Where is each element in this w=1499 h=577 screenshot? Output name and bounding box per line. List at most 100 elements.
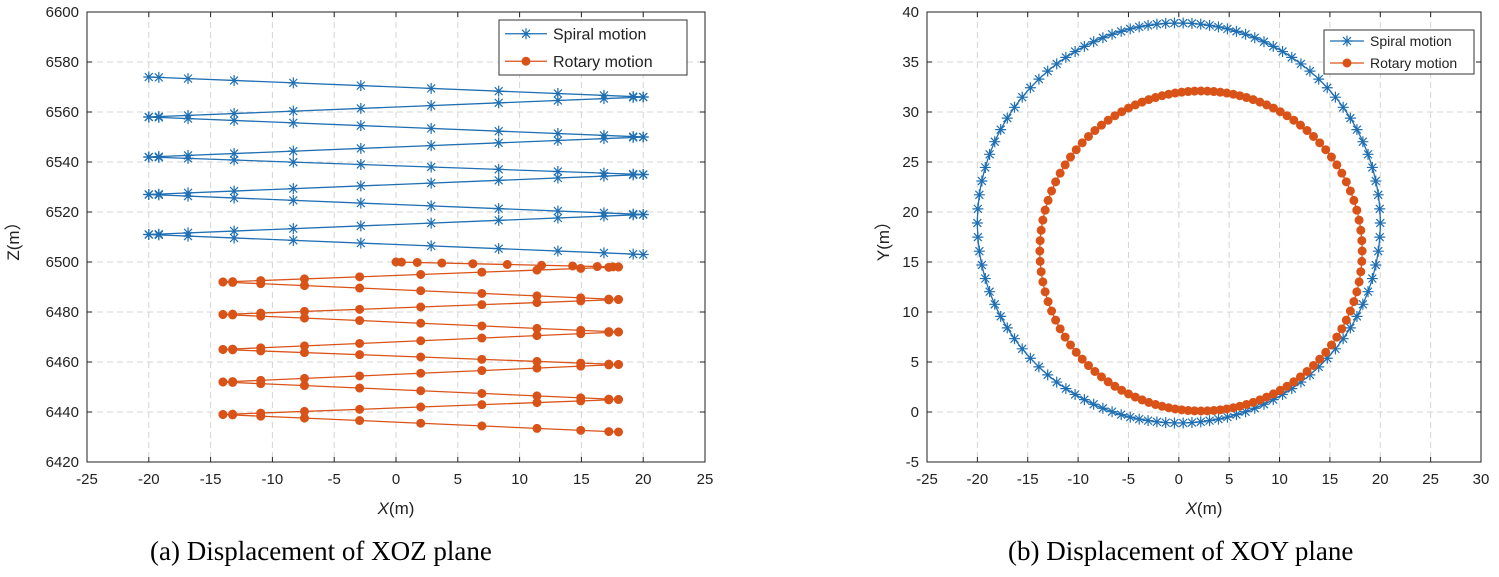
data-point: [1016, 91, 1028, 103]
data-point: [1088, 36, 1100, 48]
data-point: [627, 91, 639, 103]
data-point: [425, 82, 437, 94]
data-point: [1267, 40, 1279, 52]
data-point: [1051, 376, 1063, 388]
data-point: [287, 223, 299, 235]
data-point: [1352, 287, 1362, 297]
x-tick-label: 30: [1473, 471, 1490, 488]
data-point: [1302, 366, 1312, 376]
data-point: [1337, 333, 1349, 345]
data-point: [1168, 17, 1180, 29]
data-point: [425, 122, 437, 134]
data-point: [425, 140, 437, 152]
data-point: [1344, 322, 1356, 334]
data-point: [1066, 152, 1076, 162]
x-tick-label: -10: [262, 471, 284, 488]
data-point: [416, 302, 426, 312]
data-point: [493, 125, 505, 137]
data-point: [355, 220, 367, 232]
data-point: [1337, 168, 1347, 178]
data-point: [1308, 131, 1318, 141]
data-point: [1115, 25, 1127, 37]
y-tick-label: 6600: [46, 4, 79, 21]
legend-label: Rotary motion: [1370, 55, 1457, 71]
data-point: [1083, 131, 1093, 141]
data-point: [1286, 383, 1298, 395]
data-point: [1083, 361, 1093, 371]
data-point: [1066, 340, 1076, 350]
y-tick-label: 6500: [46, 254, 79, 271]
data-point: [228, 74, 240, 86]
data-point: [477, 333, 487, 343]
data-point: [493, 97, 505, 109]
data-point: [1354, 277, 1364, 287]
data-point: [552, 128, 564, 140]
y-tick-label: 6480: [46, 304, 79, 321]
data-point: [228, 154, 240, 166]
data-point: [989, 136, 1001, 148]
x-tick-label: 0: [392, 471, 400, 488]
data-point: [425, 200, 437, 212]
x-tick-label: -20: [967, 471, 989, 488]
data-point: [1115, 409, 1127, 421]
data-point: [1033, 73, 1045, 85]
data-point: [1106, 406, 1118, 418]
data-point: [1160, 17, 1172, 29]
data-point: [468, 259, 478, 269]
data-point: [1315, 138, 1325, 148]
data-point: [416, 286, 426, 296]
data-point: [1370, 259, 1382, 271]
series-line: [148, 76, 644, 256]
data-point: [1090, 366, 1100, 376]
y-tick-label: 25: [902, 154, 919, 171]
data-point: [1008, 333, 1020, 345]
data-point: [416, 336, 426, 346]
data-point: [256, 379, 266, 389]
data-point: [972, 231, 984, 243]
data-point: [1351, 124, 1363, 136]
data-point: [1071, 145, 1081, 155]
y-tick-label: 6560: [46, 104, 79, 121]
data-point: [416, 318, 426, 328]
data-point: [477, 388, 487, 398]
data-point: [576, 425, 586, 435]
data-point: [182, 152, 194, 164]
data-point: [256, 346, 266, 356]
data-point: [228, 108, 240, 120]
x-tick-label: -25: [76, 471, 98, 488]
data-point: [532, 298, 542, 308]
data-point: [355, 416, 365, 426]
data-point: [979, 161, 991, 173]
data-point: [637, 91, 649, 103]
y-tick-label: 6520: [46, 204, 79, 221]
data-point: [598, 170, 610, 182]
data-point: [613, 394, 623, 404]
data-point: [1151, 18, 1163, 30]
data-point: [552, 134, 564, 146]
data-point: [1329, 91, 1341, 103]
data-point: [355, 197, 367, 209]
data-point: [1177, 17, 1189, 29]
data-point: [1043, 297, 1053, 307]
data-point: [1313, 73, 1325, 85]
data-point: [627, 131, 639, 143]
data-point: [1332, 332, 1342, 342]
data-point: [477, 267, 487, 277]
y-tick-label: 20: [902, 204, 919, 221]
data-point: [153, 111, 165, 123]
data-point: [153, 71, 165, 83]
data-point: [1060, 332, 1070, 342]
data-point: [1352, 205, 1362, 215]
y-tick-label: 6440: [46, 404, 79, 421]
data-point: [627, 169, 639, 181]
y-tick-label: 15: [902, 254, 919, 271]
data-point: [1051, 315, 1061, 325]
plot-area: [927, 12, 1481, 462]
legend-marker: [521, 56, 531, 66]
data-point: [1060, 160, 1070, 170]
data-point: [1277, 388, 1289, 400]
data-point: [477, 400, 487, 410]
data-point: [153, 189, 165, 201]
x-tick-label: -20: [138, 471, 160, 488]
